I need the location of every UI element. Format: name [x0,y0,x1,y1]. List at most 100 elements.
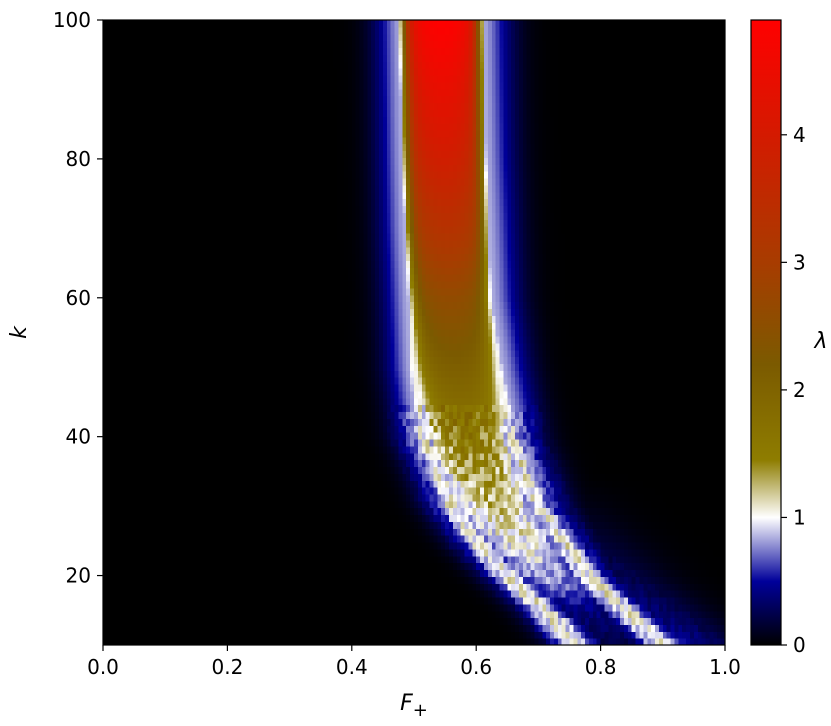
heatmap-cell [581,487,586,495]
heatmap-cell [526,459,532,468]
heatmap-cell [581,528,586,536]
heatmap-cell [588,452,594,461]
heatmap-cell [274,596,279,605]
heatmap-cell [674,590,679,598]
heatmap-cell [239,459,244,468]
heatmap-cell [441,535,446,543]
heatmap-cell [588,576,594,584]
heatmap-cell [336,473,341,481]
heatmap-cell [538,452,543,461]
heatmap-cell [561,466,567,474]
heatmap-cell [491,514,497,522]
heatmap-cell [254,521,260,529]
heatmap-cell [382,555,388,564]
heatmap-cell [542,480,547,488]
heatmap-cell [515,624,520,632]
heatmap-cell [421,624,427,632]
heatmap-cell [721,521,726,529]
heatmap-cell [608,528,613,536]
heatmap-cell [721,452,726,461]
heatmap-cell [344,432,349,440]
heatmap-cell [169,514,174,522]
heatmap-cell [581,438,586,447]
heatmap-cell [678,583,683,591]
heatmap-cell [215,514,221,522]
heatmap-cell [682,514,687,522]
heatmap-cell [421,432,427,440]
heatmap-cell [394,583,400,591]
heatmap-cell [441,500,446,509]
heatmap-cell [592,576,598,584]
heatmap-cell [522,583,528,591]
heatmap-cell [145,631,151,639]
heatmap-cell [207,562,213,571]
heatmap-cell [433,432,438,440]
heatmap-cell [153,473,159,481]
heatmap-cell [266,528,271,536]
heatmap-cell [410,631,415,639]
heatmap-cell [491,590,497,598]
heatmap-cell [262,528,267,536]
heatmap-cell [414,514,419,522]
heatmap-cell [340,480,345,488]
heatmap-cell [285,590,291,598]
heatmap-cell [651,562,656,571]
heatmap-cell [557,480,563,488]
heatmap-cell [581,590,586,598]
heatmap-cell [503,432,508,440]
heatmap-cell [697,528,703,536]
heatmap-cell [336,445,341,454]
heatmap-cell [110,445,116,454]
heatmap-cell [600,583,606,591]
heatmap-cell [258,603,263,612]
heatmap-cell [242,480,248,488]
heatmap-cell [534,459,539,468]
heatmap-cell [402,610,407,619]
heatmap-cell [402,555,407,564]
heatmap-cell [118,562,124,571]
heatmap-cell [153,452,159,461]
heatmap-cell [670,445,676,454]
heatmap-cell [616,576,621,584]
heatmap-cell [635,521,641,529]
heatmap-cell [608,473,613,481]
heatmap-cell [169,500,174,509]
heatmap-cell [347,487,353,495]
heatmap-cell [690,590,695,598]
heatmap-cell [495,596,501,605]
heatmap-cell [682,610,687,619]
heatmap-cell [608,438,613,447]
heatmap-cell [270,624,275,632]
heatmap-cell [476,638,481,646]
heatmap-cell [363,507,368,516]
heatmap-cell [437,624,442,632]
heatmap-cell [495,528,501,536]
heatmap-cell [503,473,508,481]
heatmap-cell [538,638,543,646]
heatmap-cell [137,466,143,474]
heatmap-cell [538,514,543,522]
heatmap-cell [472,603,477,612]
heatmap-cell [375,548,380,557]
heatmap-cell [705,562,711,571]
heatmap-cell [495,521,501,529]
heatmap-cell [281,555,287,564]
heatmap-cell [460,452,466,461]
heatmap-cell [130,617,135,625]
heatmap-cell [293,562,298,571]
heatmap-cell [581,596,586,605]
heatmap-cell [398,487,403,495]
heatmap-cell [585,473,590,481]
heatmap-cell [149,562,155,571]
heatmap-cell [530,603,536,612]
heatmap-cell [464,596,470,605]
heatmap-cell [429,473,435,481]
heatmap-cell [301,480,306,488]
heatmap-cell [196,466,201,474]
heatmap-cell [161,624,166,632]
heatmap-cell [608,596,613,605]
heatmap-cell [285,514,291,522]
heatmap-cell [721,617,726,625]
heatmap-cell [223,562,228,571]
heatmap-cell [347,445,353,454]
